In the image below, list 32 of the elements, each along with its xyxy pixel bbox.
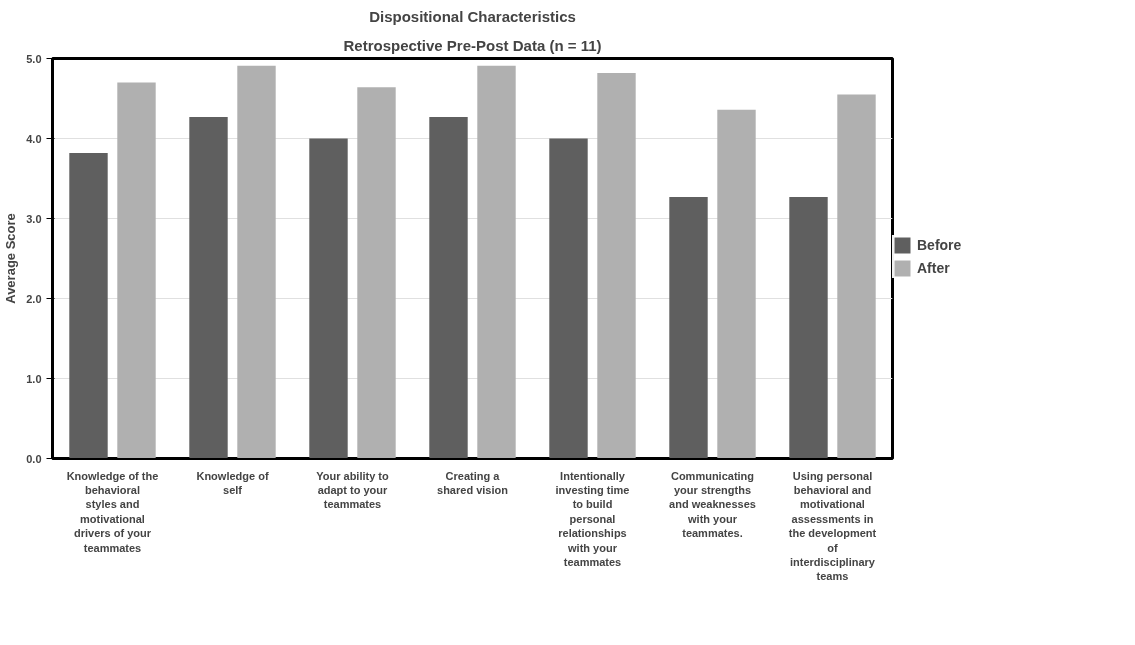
x-tick-label: Knowledge of the behavioral styles and motivational drivers of your teammates bbox=[66, 469, 159, 554]
bar bbox=[597, 72, 636, 459]
chart-subtitle: Retrospective Pre-Post Data (n = 11) bbox=[343, 36, 602, 54]
bar bbox=[549, 138, 588, 459]
bar bbox=[117, 82, 156, 459]
y-axis-title: Average Score bbox=[3, 213, 19, 304]
x-tick-label: Creating a shared vision bbox=[437, 469, 509, 496]
y-tick-label: 2.0 bbox=[26, 292, 42, 305]
x-tick-label: Communicating your strengths and weaknesses with your teammates. bbox=[669, 469, 756, 540]
bar bbox=[237, 65, 276, 459]
chart-title: Dispositional Characteristics bbox=[369, 7, 576, 25]
x-tick-label: Using personal behavioral and motivational assessments in the development of interdisciplinary teams bbox=[788, 469, 877, 583]
y-tick-label: 0.0 bbox=[26, 452, 42, 465]
bar bbox=[789, 196, 828, 459]
y-tick-label: 3.0 bbox=[26, 212, 42, 225]
bar bbox=[837, 94, 876, 459]
legend-label: After bbox=[917, 260, 950, 276]
x-tick-label: Intentionally investing time to build personal relationships with your teammates bbox=[555, 469, 630, 568]
bar bbox=[477, 65, 516, 459]
bar bbox=[309, 138, 348, 459]
x-tick-label: Your ability to adapt to your teammates bbox=[316, 469, 390, 511]
bar bbox=[189, 116, 228, 459]
bar bbox=[429, 116, 468, 459]
bar bbox=[717, 109, 756, 459]
x-tick-label: Knowledge of self bbox=[196, 469, 269, 496]
bar bbox=[357, 87, 396, 459]
bar bbox=[669, 196, 708, 459]
legend-label: Before bbox=[917, 237, 962, 253]
y-tick-label: 5.0 bbox=[26, 52, 42, 65]
y-tick-label: 4.0 bbox=[26, 132, 42, 145]
y-tick-label: 1.0 bbox=[26, 372, 42, 385]
bar bbox=[69, 152, 108, 459]
